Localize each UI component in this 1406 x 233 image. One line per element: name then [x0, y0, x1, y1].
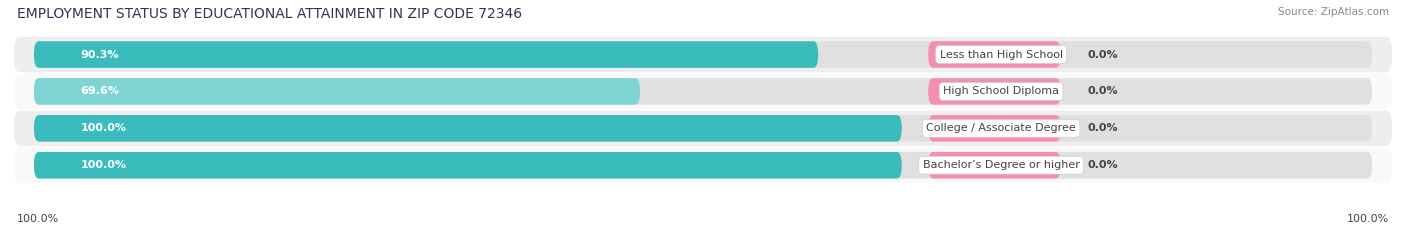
FancyBboxPatch shape	[14, 147, 1392, 183]
Text: Less than High School: Less than High School	[939, 50, 1063, 59]
Text: College / Associate Degree: College / Associate Degree	[927, 123, 1076, 133]
FancyBboxPatch shape	[14, 111, 1392, 146]
Text: 100.0%: 100.0%	[17, 214, 59, 224]
FancyBboxPatch shape	[14, 37, 1392, 72]
Text: 100.0%: 100.0%	[1347, 214, 1389, 224]
FancyBboxPatch shape	[34, 78, 640, 105]
Text: Source: ZipAtlas.com: Source: ZipAtlas.com	[1278, 7, 1389, 17]
FancyBboxPatch shape	[928, 152, 1060, 178]
FancyBboxPatch shape	[34, 152, 1372, 178]
FancyBboxPatch shape	[34, 41, 818, 68]
Text: 100.0%: 100.0%	[80, 160, 127, 170]
Text: 100.0%: 100.0%	[80, 123, 127, 133]
Text: EMPLOYMENT STATUS BY EDUCATIONAL ATTAINMENT IN ZIP CODE 72346: EMPLOYMENT STATUS BY EDUCATIONAL ATTAINM…	[17, 7, 522, 21]
FancyBboxPatch shape	[14, 74, 1392, 109]
Text: 90.3%: 90.3%	[80, 50, 118, 59]
Text: 0.0%: 0.0%	[1087, 50, 1118, 59]
Text: 69.6%: 69.6%	[80, 86, 120, 96]
FancyBboxPatch shape	[34, 152, 901, 178]
Text: Bachelor’s Degree or higher: Bachelor’s Degree or higher	[922, 160, 1080, 170]
FancyBboxPatch shape	[928, 115, 1060, 142]
Text: 0.0%: 0.0%	[1087, 160, 1118, 170]
FancyBboxPatch shape	[34, 78, 1372, 105]
FancyBboxPatch shape	[34, 115, 901, 142]
FancyBboxPatch shape	[34, 115, 1372, 142]
FancyBboxPatch shape	[928, 78, 1060, 105]
Text: High School Diploma: High School Diploma	[943, 86, 1059, 96]
Text: 0.0%: 0.0%	[1087, 123, 1118, 133]
Text: 0.0%: 0.0%	[1087, 86, 1118, 96]
FancyBboxPatch shape	[34, 41, 1372, 68]
FancyBboxPatch shape	[928, 41, 1060, 68]
